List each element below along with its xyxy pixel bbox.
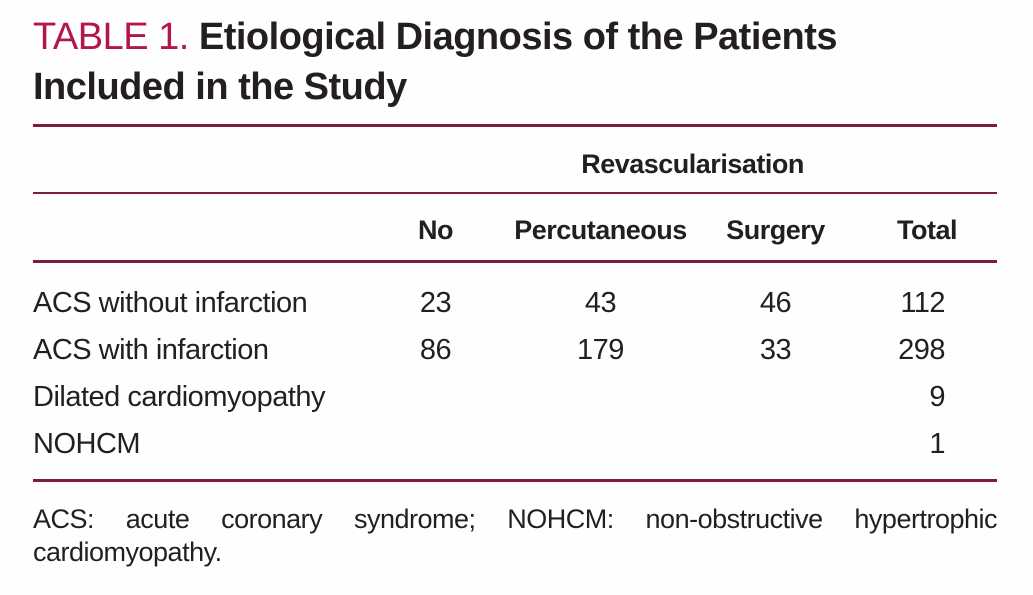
cell-total: 298 [898,333,946,366]
spanner-header-row: Revascularisation [33,127,998,194]
cell-percutaneous [483,420,718,482]
cell-total: 1 [833,420,998,482]
column-header-total: Total [833,193,998,263]
cell-surgery [718,420,833,482]
cell-percutaneous [483,374,718,421]
cell-total: 9 [929,380,946,413]
column-header-no: No [388,193,483,263]
table-label: TABLE 1. [33,16,189,58]
table-title: Etiological Diagnosis of the Patients In… [33,16,838,108]
cell-no: 86 [419,333,452,366]
spanner-empty-cell [33,127,388,194]
footnote-line-1: ACS: acute coronary syndrome; NOHCM: non… [33,503,998,534]
cell-no [388,374,483,421]
table-row: ACS with infarction 86 179 33 298 [33,327,997,374]
diagnosis-cell: ACS without infarction [33,286,308,319]
spanner-header-revascularisation: Revascularisation [388,127,998,194]
column-header-empty-cell [33,193,388,263]
table-title-block: TABLE 1. Etiological Diagnosis of the Pa… [33,12,918,112]
table-row: ACS without infarction 23 43 46 112 [33,261,997,327]
column-header-row: No Percutaneous Surgery Total [33,193,998,263]
cell-surgery [718,374,833,421]
diagnosis-cell: Dilated cardiomyopathy [33,380,326,413]
cell-surgery: 46 [759,286,792,319]
table-content: TABLE 1. Etiological Diagnosis of the Pa… [33,12,998,569]
diagnosis-cell: NOHCM [33,420,388,482]
column-header-percutaneous: Percutaneous [483,193,718,263]
cell-no [388,420,483,482]
cell-no: 23 [419,286,452,319]
column-header-surgery: Surgery [718,193,833,263]
title-rule-divider [33,124,997,127]
table-footnote: ACS: acute coronary syndrome; NOHCM: non… [33,503,998,569]
table-row: Dilated cardiomyopathy 9 [33,374,997,421]
table-header: Revascularisation No Percutaneous Surger… [33,127,998,263]
table-body: ACS without infarction 23 43 46 112 ACS … [33,261,998,482]
cell-surgery: 33 [759,333,792,366]
cell-percutaneous: 43 [584,286,617,319]
cell-total: 112 [900,286,946,319]
diagnosis-cell: ACS with infarction [33,333,269,366]
footnote-line-2: cardiomyopathy. [33,536,222,567]
data-table: Revascularisation No Percutaneous Surger… [33,127,998,482]
cell-percutaneous: 179 [577,333,624,366]
table-row: NOHCM 1 [33,420,998,482]
